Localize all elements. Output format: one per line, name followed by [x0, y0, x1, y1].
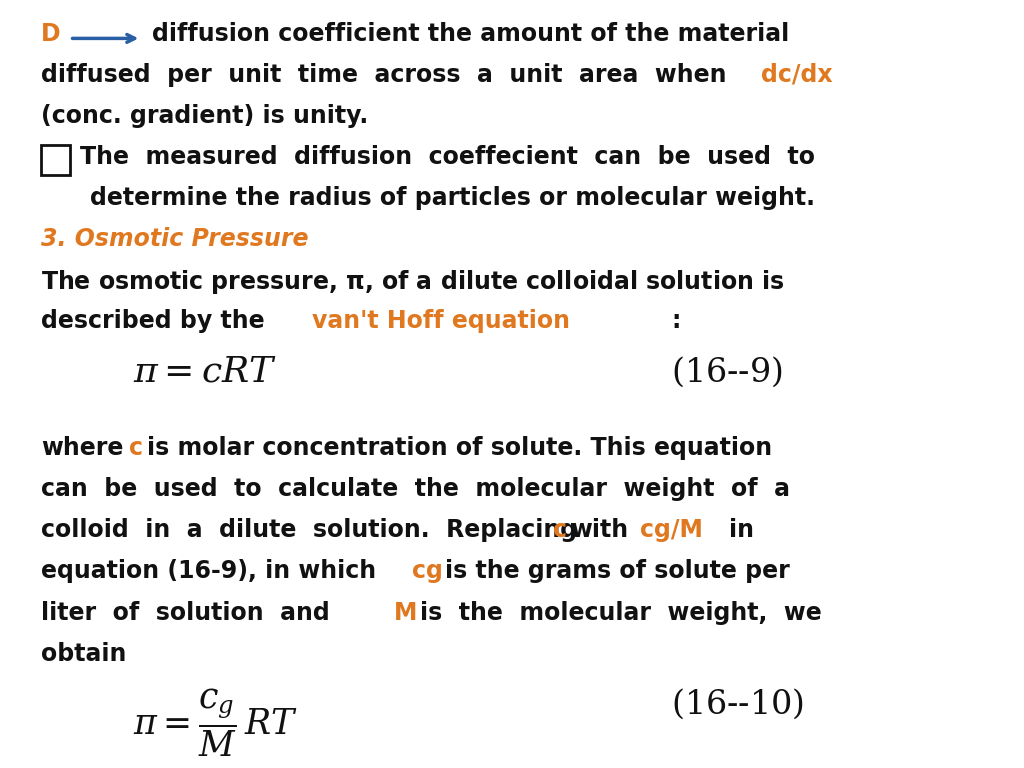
- Text: is the grams of solute per: is the grams of solute per: [445, 559, 791, 584]
- Text: (conc. gradient) is unity.: (conc. gradient) is unity.: [41, 104, 369, 127]
- Text: c: c: [129, 436, 143, 460]
- Text: where: where: [41, 436, 123, 460]
- Text: can  be  used  to  calculate  the  molecular  weight  of  a: can be used to calculate the molecular w…: [41, 478, 790, 502]
- Text: c: c: [553, 518, 567, 542]
- Text: $\pi = cRT$: $\pi = cRT$: [133, 354, 276, 388]
- Text: diffusion coefficient the amount of the material: diffusion coefficient the amount of the …: [152, 22, 788, 45]
- Text: is  the  molecular  weight,  we: is the molecular weight, we: [420, 601, 821, 624]
- Text: dc/dx: dc/dx: [761, 63, 833, 87]
- Text: cg/M: cg/M: [640, 518, 702, 542]
- Text: :: :: [672, 310, 681, 333]
- Text: in: in: [729, 518, 754, 542]
- Text: described by the: described by the: [41, 310, 264, 333]
- Text: van't Hoff equation: van't Hoff equation: [312, 310, 570, 333]
- Text: equation (16-9), in which: equation (16-9), in which: [41, 559, 376, 584]
- Text: determine the radius of particles or molecular weight.: determine the radius of particles or mol…: [90, 186, 815, 210]
- Text: liter  of  solution  and: liter of solution and: [41, 601, 330, 624]
- Bar: [41, 145, 70, 176]
- Text: 3. Osmotic Pressure: 3. Osmotic Pressure: [41, 227, 308, 251]
- Text: D: D: [41, 22, 60, 45]
- Text: cg: cg: [412, 559, 442, 584]
- Text: with: with: [570, 518, 629, 542]
- Text: obtain: obtain: [41, 642, 126, 666]
- Text: diffused  per  unit  time  across  a  unit  area  when: diffused per unit time across a unit are…: [41, 63, 726, 87]
- Text: $(16\text{--}9)$: $(16\text{--}9)$: [671, 354, 782, 389]
- Text: colloid  in  a  dilute  solution.  Replacing: colloid in a dilute solution. Replacing: [41, 518, 578, 542]
- Text: M: M: [394, 601, 418, 624]
- Text: $(16\text{--}10)$: $(16\text{--}10)$: [671, 687, 804, 721]
- Text: The  measured  diffusion  coeffecient  can  be  used  to: The measured diffusion coeffecient can b…: [80, 145, 815, 169]
- Text: is molar concentration of solute. This equation: is molar concentration of solute. This e…: [147, 436, 772, 460]
- Text: The osmotic pressure, $\mathbf{\pi}$, of a dilute colloidal solution is: The osmotic pressure, $\mathbf{\pi}$, of…: [41, 268, 784, 296]
- Text: $\pi = \dfrac{c_g}{M}\,RT$: $\pi = \dfrac{c_g}{M}\,RT$: [133, 687, 298, 759]
